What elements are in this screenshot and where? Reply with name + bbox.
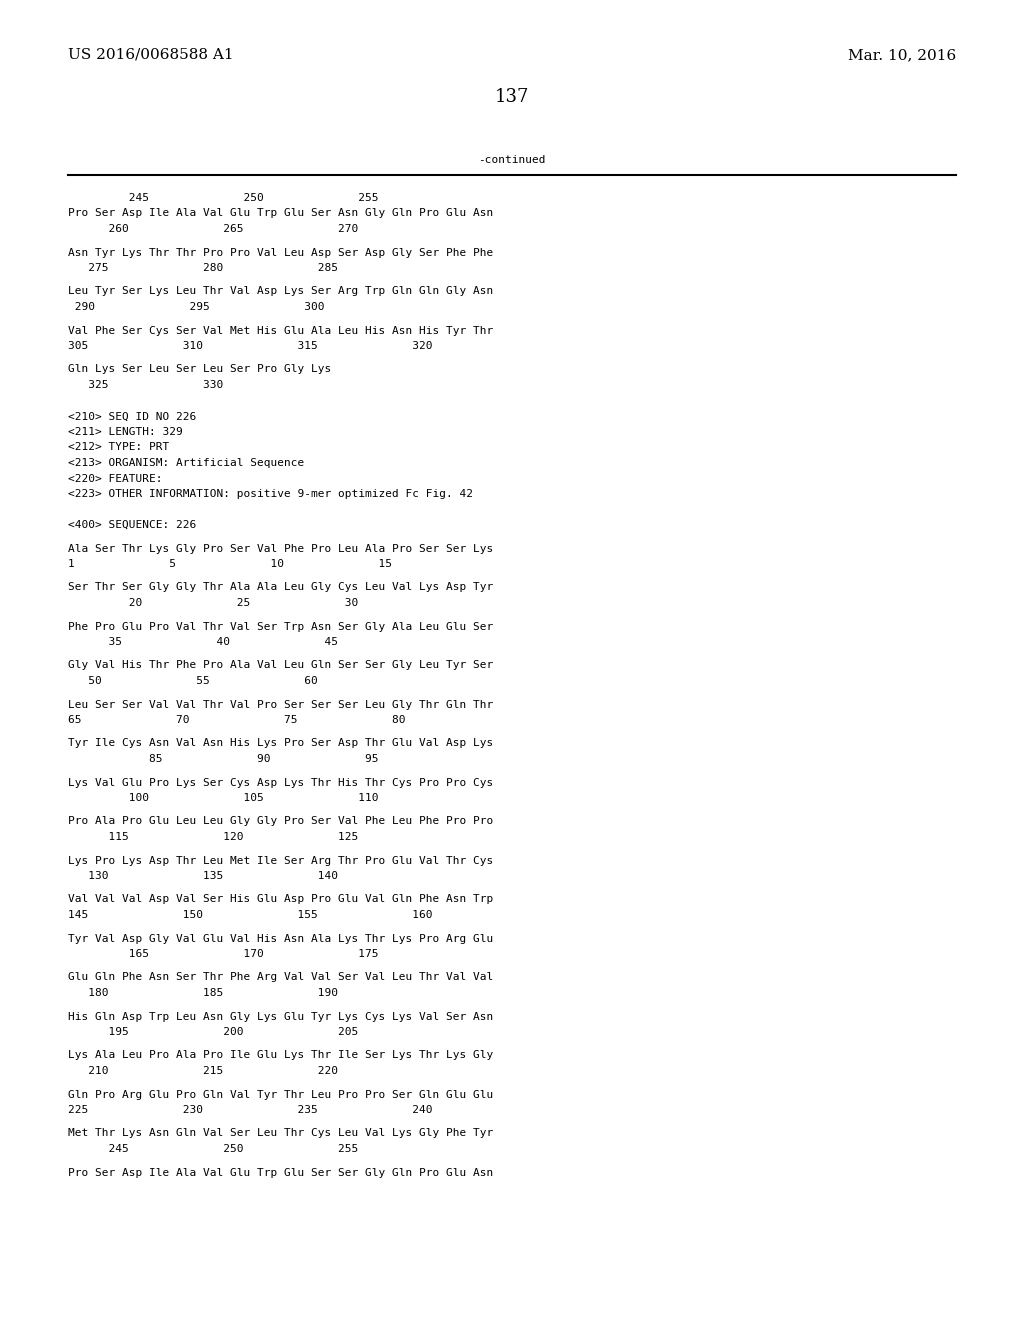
- Text: Gln Pro Arg Glu Pro Gln Val Tyr Thr Leu Pro Pro Ser Gln Glu Glu: Gln Pro Arg Glu Pro Gln Val Tyr Thr Leu …: [68, 1089, 494, 1100]
- Text: 50              55              60: 50 55 60: [68, 676, 317, 686]
- Text: 85              90              95: 85 90 95: [68, 754, 379, 764]
- Text: 260              265              270: 260 265 270: [68, 224, 358, 234]
- Text: 20              25              30: 20 25 30: [68, 598, 358, 609]
- Text: <210> SEQ ID NO 226: <210> SEQ ID NO 226: [68, 412, 197, 421]
- Text: Glu Gln Phe Asn Ser Thr Phe Arg Val Val Ser Val Leu Thr Val Val: Glu Gln Phe Asn Ser Thr Phe Arg Val Val …: [68, 973, 494, 982]
- Text: Leu Ser Ser Val Val Thr Val Pro Ser Ser Ser Leu Gly Thr Gln Thr: Leu Ser Ser Val Val Thr Val Pro Ser Ser …: [68, 700, 494, 710]
- Text: Val Phe Ser Cys Ser Val Met His Glu Ala Leu His Asn His Tyr Thr: Val Phe Ser Cys Ser Val Met His Glu Ala …: [68, 326, 494, 335]
- Text: Tyr Ile Cys Asn Val Asn His Lys Pro Ser Asp Thr Glu Val Asp Lys: Tyr Ile Cys Asn Val Asn His Lys Pro Ser …: [68, 738, 494, 748]
- Text: Lys Val Glu Pro Lys Ser Cys Asp Lys Thr His Thr Cys Pro Pro Cys: Lys Val Glu Pro Lys Ser Cys Asp Lys Thr …: [68, 777, 494, 788]
- Text: 130              135              140: 130 135 140: [68, 871, 338, 880]
- Text: Lys Ala Leu Pro Ala Pro Ile Glu Lys Thr Ile Ser Lys Thr Lys Gly: Lys Ala Leu Pro Ala Pro Ile Glu Lys Thr …: [68, 1051, 494, 1060]
- Text: 305              310              315              320: 305 310 315 320: [68, 341, 432, 351]
- Text: Ser Thr Ser Gly Gly Thr Ala Ala Leu Gly Cys Leu Val Lys Asp Tyr: Ser Thr Ser Gly Gly Thr Ala Ala Leu Gly …: [68, 582, 494, 593]
- Text: Tyr Val Asp Gly Val Glu Val His Asn Ala Lys Thr Lys Pro Arg Glu: Tyr Val Asp Gly Val Glu Val His Asn Ala …: [68, 933, 494, 944]
- Text: 245              250              255: 245 250 255: [68, 1144, 358, 1154]
- Text: <400> SEQUENCE: 226: <400> SEQUENCE: 226: [68, 520, 197, 531]
- Text: <220> FEATURE:: <220> FEATURE:: [68, 474, 163, 483]
- Text: 35              40              45: 35 40 45: [68, 638, 338, 647]
- Text: 225              230              235              240: 225 230 235 240: [68, 1105, 432, 1115]
- Text: -continued: -continued: [478, 154, 546, 165]
- Text: Pro Ser Asp Ile Ala Val Glu Trp Glu Ser Ser Gly Gln Pro Glu Asn: Pro Ser Asp Ile Ala Val Glu Trp Glu Ser …: [68, 1167, 494, 1177]
- Text: Pro Ala Pro Glu Leu Leu Gly Gly Pro Ser Val Phe Leu Phe Pro Pro: Pro Ala Pro Glu Leu Leu Gly Gly Pro Ser …: [68, 817, 494, 826]
- Text: Phe Pro Glu Pro Val Thr Val Ser Trp Asn Ser Gly Ala Leu Glu Ser: Phe Pro Glu Pro Val Thr Val Ser Trp Asn …: [68, 622, 494, 631]
- Text: 210              215              220: 210 215 220: [68, 1067, 338, 1076]
- Text: Leu Tyr Ser Lys Leu Thr Val Asp Lys Ser Arg Trp Gln Gln Gly Asn: Leu Tyr Ser Lys Leu Thr Val Asp Lys Ser …: [68, 286, 494, 297]
- Text: Met Thr Lys Asn Gln Val Ser Leu Thr Cys Leu Val Lys Gly Phe Tyr: Met Thr Lys Asn Gln Val Ser Leu Thr Cys …: [68, 1129, 494, 1138]
- Text: 115              120              125: 115 120 125: [68, 832, 358, 842]
- Text: Gln Lys Ser Leu Ser Leu Ser Pro Gly Lys: Gln Lys Ser Leu Ser Leu Ser Pro Gly Lys: [68, 364, 331, 375]
- Text: <212> TYPE: PRT: <212> TYPE: PRT: [68, 442, 169, 453]
- Text: His Gln Asp Trp Leu Asn Gly Lys Glu Tyr Lys Cys Lys Val Ser Asn: His Gln Asp Trp Leu Asn Gly Lys Glu Tyr …: [68, 1011, 494, 1022]
- Text: <223> OTHER INFORMATION: positive 9-mer optimized Fc Fig. 42: <223> OTHER INFORMATION: positive 9-mer …: [68, 488, 473, 499]
- Text: 275              280              285: 275 280 285: [68, 263, 338, 273]
- Text: 165              170              175: 165 170 175: [68, 949, 379, 960]
- Text: Mar. 10, 2016: Mar. 10, 2016: [848, 48, 956, 62]
- Text: 65              70              75              80: 65 70 75 80: [68, 715, 406, 725]
- Text: 145              150              155              160: 145 150 155 160: [68, 909, 432, 920]
- Text: <213> ORGANISM: Artificial Sequence: <213> ORGANISM: Artificial Sequence: [68, 458, 304, 469]
- Text: Lys Pro Lys Asp Thr Leu Met Ile Ser Arg Thr Pro Glu Val Thr Cys: Lys Pro Lys Asp Thr Leu Met Ile Ser Arg …: [68, 855, 494, 866]
- Text: Asn Tyr Lys Thr Thr Pro Pro Val Leu Asp Ser Asp Gly Ser Phe Phe: Asn Tyr Lys Thr Thr Pro Pro Val Leu Asp …: [68, 248, 494, 257]
- Text: US 2016/0068588 A1: US 2016/0068588 A1: [68, 48, 233, 62]
- Text: 195              200              205: 195 200 205: [68, 1027, 358, 1038]
- Text: 1              5              10              15: 1 5 10 15: [68, 558, 392, 569]
- Text: Val Val Val Asp Val Ser His Glu Asp Pro Glu Val Gln Phe Asn Trp: Val Val Val Asp Val Ser His Glu Asp Pro …: [68, 895, 494, 904]
- Text: 100              105              110: 100 105 110: [68, 793, 379, 803]
- Text: <211> LENGTH: 329: <211> LENGTH: 329: [68, 426, 182, 437]
- Text: 245              250              255: 245 250 255: [68, 193, 379, 203]
- Text: 180              185              190: 180 185 190: [68, 987, 338, 998]
- Text: Ala Ser Thr Lys Gly Pro Ser Val Phe Pro Leu Ala Pro Ser Ser Lys: Ala Ser Thr Lys Gly Pro Ser Val Phe Pro …: [68, 544, 494, 553]
- Text: 137: 137: [495, 88, 529, 106]
- Text: 290              295              300: 290 295 300: [68, 302, 325, 312]
- Text: Pro Ser Asp Ile Ala Val Glu Trp Glu Ser Asn Gly Gln Pro Glu Asn: Pro Ser Asp Ile Ala Val Glu Trp Glu Ser …: [68, 209, 494, 219]
- Text: 325              330: 325 330: [68, 380, 223, 389]
- Text: Gly Val His Thr Phe Pro Ala Val Leu Gln Ser Ser Gly Leu Tyr Ser: Gly Val His Thr Phe Pro Ala Val Leu Gln …: [68, 660, 494, 671]
